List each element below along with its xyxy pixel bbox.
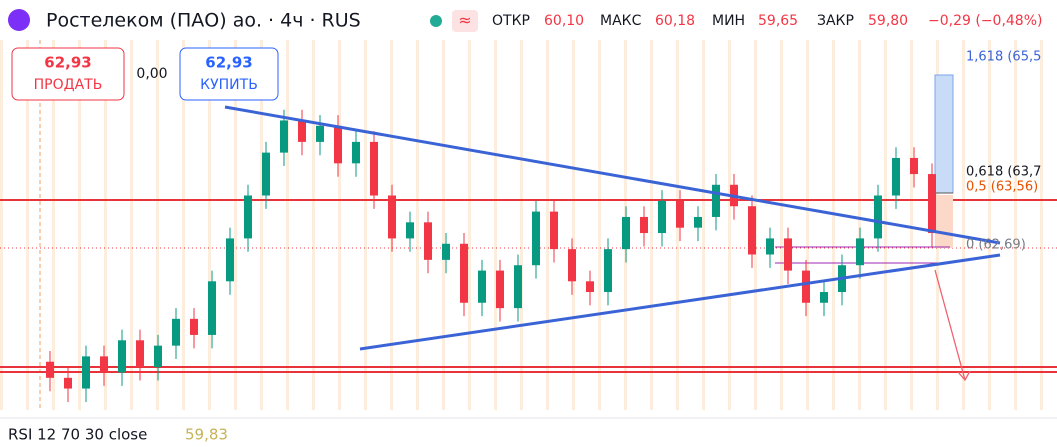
candle-body bbox=[532, 211, 540, 266]
candle-body bbox=[712, 184, 720, 217]
candle-body bbox=[622, 216, 630, 250]
ohlc-value: 59,80 bbox=[868, 13, 908, 29]
symbol-title: Ростелеком (ПАО) ао. · 4ч · RUS bbox=[46, 10, 361, 32]
candle-body bbox=[766, 238, 774, 255]
candle-body bbox=[262, 152, 270, 196]
candle-body bbox=[118, 340, 126, 373]
ohlc-label: ОТКР bbox=[492, 13, 530, 29]
delay-badge[interactable] bbox=[452, 10, 478, 32]
candle-body bbox=[280, 120, 288, 153]
rsi-value: 59,83 bbox=[185, 426, 228, 444]
candle-body bbox=[694, 216, 702, 228]
candle-body bbox=[424, 222, 432, 260]
candle-body bbox=[316, 125, 324, 142]
spread: 0,00 bbox=[136, 66, 167, 82]
candle-body bbox=[910, 157, 918, 175]
candle-body bbox=[604, 249, 612, 293]
sell-price: 62,93 bbox=[44, 54, 91, 72]
candle-body bbox=[190, 318, 198, 335]
candle-body bbox=[64, 377, 72, 389]
candle-body bbox=[802, 270, 810, 303]
buy-price: 62,93 bbox=[205, 54, 252, 72]
fib-label: 1,618 (65,5 bbox=[966, 50, 1041, 65]
trendline bbox=[359, 253, 1001, 351]
fib-label: 0 (62,69) bbox=[966, 238, 1026, 253]
candle-body bbox=[550, 211, 558, 250]
candle-body bbox=[676, 200, 684, 228]
fib-zone bbox=[934, 74, 954, 194]
candle-body bbox=[136, 340, 144, 368]
candle-body bbox=[496, 270, 504, 309]
candle-body bbox=[82, 356, 90, 389]
candle-body bbox=[892, 157, 900, 196]
candle-body bbox=[406, 222, 414, 239]
candle-body bbox=[820, 292, 828, 303]
sell-label: ПРОДАТЬ bbox=[34, 77, 103, 93]
candle-body bbox=[874, 195, 882, 239]
change: −0,29 (−0,48%) bbox=[928, 13, 1042, 29]
logo bbox=[8, 9, 30, 31]
delay-icon: ≈ bbox=[458, 11, 471, 30]
trendline bbox=[224, 105, 1001, 245]
candle-body bbox=[46, 361, 54, 378]
buy-label: КУПИТЬ bbox=[200, 77, 258, 93]
candle-body bbox=[856, 238, 864, 266]
candle-body bbox=[586, 281, 594, 293]
candle-body bbox=[244, 195, 252, 239]
fib-label: 0,618 (63,7 bbox=[966, 165, 1041, 180]
candle-body bbox=[478, 270, 486, 303]
buy-button[interactable] bbox=[179, 47, 279, 101]
ohlc-value: 60,10 bbox=[544, 13, 584, 29]
candle-body bbox=[154, 345, 162, 368]
candle-body bbox=[442, 243, 450, 260]
candles bbox=[46, 109, 936, 402]
fib-label: 0,5 (63,56) bbox=[966, 180, 1038, 195]
candle-body bbox=[208, 281, 216, 335]
ohlc-label: МАКС bbox=[600, 13, 642, 29]
candle-body bbox=[658, 200, 666, 234]
candle-body bbox=[928, 174, 936, 234]
candle-body bbox=[388, 195, 396, 239]
sell-button[interactable] bbox=[11, 47, 125, 101]
ohlc-label: МИН bbox=[712, 13, 745, 29]
candle-body bbox=[100, 356, 108, 373]
forecast-arrow bbox=[934, 269, 971, 382]
candle-body bbox=[514, 265, 522, 309]
candle-body bbox=[352, 141, 360, 164]
candle-body bbox=[226, 238, 234, 282]
rsi-title: RSI 12 70 30 close bbox=[8, 426, 147, 444]
ohlc-label: ЗАКР bbox=[817, 13, 854, 29]
header-bar bbox=[0, 0, 1057, 38]
candle-body bbox=[460, 243, 468, 303]
ohlc-value: 59,65 bbox=[758, 13, 798, 29]
candle-body bbox=[748, 206, 756, 255]
candle-body bbox=[172, 318, 180, 346]
candle-body bbox=[568, 249, 576, 282]
candle-body bbox=[370, 141, 378, 196]
candle-body bbox=[334, 125, 342, 164]
candle-body bbox=[784, 238, 792, 271]
market-status bbox=[430, 15, 442, 27]
candle-body bbox=[298, 120, 306, 142]
fib-zone bbox=[935, 195, 953, 248]
ohlc-value: 60,18 bbox=[655, 13, 695, 29]
candle-body bbox=[640, 216, 648, 234]
